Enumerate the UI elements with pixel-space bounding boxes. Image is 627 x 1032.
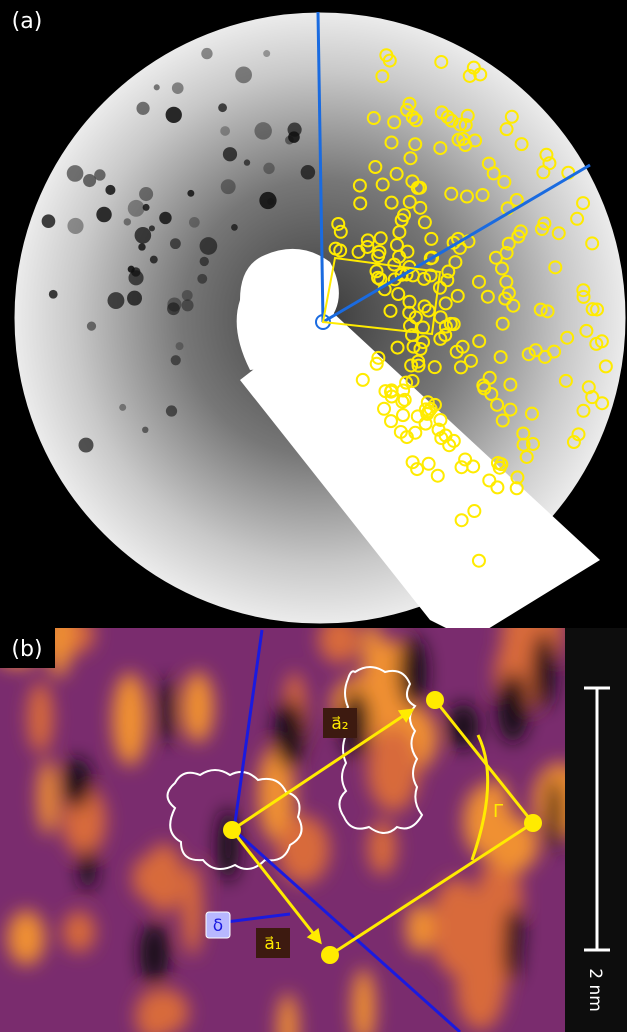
a2-label: a⃗₂ [331,714,348,734]
shape [431,878,484,975]
shape [182,672,214,743]
shape [497,672,528,743]
shape [172,82,184,94]
shape [235,66,252,83]
shape [274,700,304,769]
shape [223,147,237,161]
shape [406,904,434,953]
shape [124,218,131,225]
shape [231,224,238,231]
shape [182,290,193,301]
shape [149,225,155,231]
figure-svg: (a) a⃗₂ a⃗₁ δ Γ 2 nm (b) [0,0,627,1032]
shape [201,48,212,59]
shape [128,266,135,273]
shape [140,922,169,984]
shape [138,243,145,250]
panel-label: (a) [12,9,43,34]
shape [159,677,175,744]
shape [167,297,181,311]
shape [105,185,115,195]
shape [288,131,300,143]
shape [189,217,200,228]
shape [218,103,227,112]
shape [170,238,181,249]
shape [399,636,427,707]
figure: (a) a⃗₂ a⃗₁ δ Γ 2 nm (b) (() => { const … [0,0,627,1032]
shape [159,212,171,224]
shape [200,257,209,266]
shape [263,50,270,57]
shape [166,107,182,123]
shape [7,911,45,965]
shape [79,848,97,891]
a1-label: a⃗₁ [264,934,281,954]
shape [79,438,94,453]
shape [277,816,329,884]
shape [532,632,556,708]
shape [166,405,177,416]
shape [176,342,184,350]
shape [267,198,274,205]
shape [67,165,84,182]
panel-label: (b) [11,637,42,662]
scale-label: 2 nm [585,968,605,1012]
shape [154,84,160,90]
shape [135,227,152,244]
shape [108,292,125,309]
shape [128,200,145,217]
shape [96,207,111,222]
shape [171,355,181,365]
shape [150,256,158,264]
shape [182,863,203,956]
shape [139,187,153,201]
shape [448,703,479,749]
shape [127,291,142,306]
shape [254,122,271,139]
shape [187,190,194,197]
shape [83,174,96,187]
shape [87,322,96,331]
shape [136,102,149,115]
shape [42,214,56,228]
gamma-label: Γ [493,801,503,822]
shape [67,218,83,234]
shape [112,673,147,766]
shape [119,404,126,411]
delta-label: δ [213,916,223,936]
shape [263,163,274,174]
shape [27,682,53,753]
shape [546,778,562,852]
shape [63,911,96,952]
shape [505,907,523,957]
shape [197,274,207,284]
shape [221,179,236,194]
shape [142,427,148,433]
shape [244,159,250,165]
shape [38,760,58,835]
shape [182,299,194,311]
shape [49,290,58,299]
shape [200,237,218,255]
shape [63,757,92,808]
shape [301,165,315,179]
shape [220,126,230,136]
shape [132,857,157,899]
